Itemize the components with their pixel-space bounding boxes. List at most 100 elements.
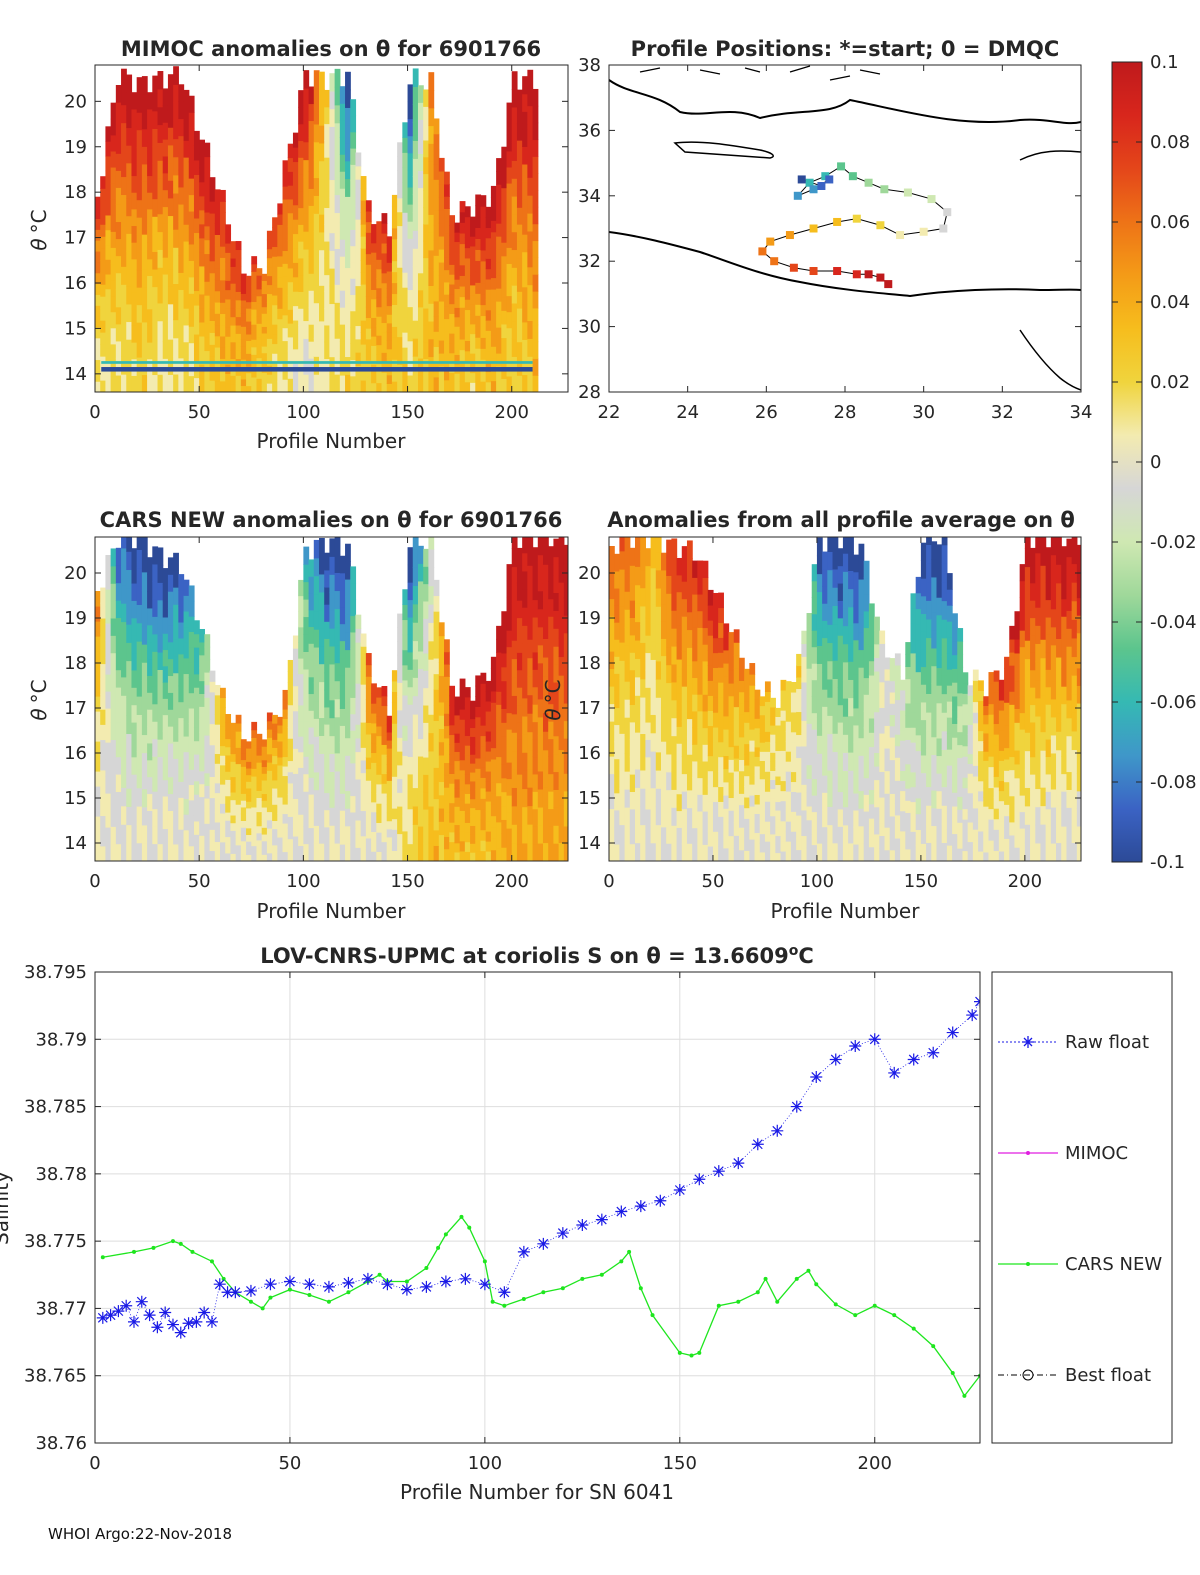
heatmap-cell bbox=[313, 356, 320, 375]
heatmap-cell bbox=[235, 274, 242, 284]
heatmap-cell bbox=[1071, 693, 1078, 713]
heatmap-cell bbox=[548, 703, 555, 722]
y-tick-label: 17 bbox=[64, 228, 87, 249]
heatmap-cell bbox=[386, 804, 393, 814]
heatmap-cell bbox=[355, 778, 362, 794]
heatmap-cell bbox=[251, 822, 258, 831]
heatmap-cell bbox=[402, 197, 409, 213]
heatmap-cell bbox=[256, 804, 263, 813]
heatmap-cell bbox=[141, 752, 148, 772]
heatmap-cell bbox=[785, 721, 792, 732]
heatmap-cell bbox=[183, 610, 190, 628]
heatmap-cell bbox=[100, 236, 107, 249]
heatmap-cell bbox=[95, 771, 101, 787]
heatmap-cell bbox=[173, 569, 179, 588]
heatmap-cell bbox=[634, 584, 641, 604]
heatmap-cell bbox=[853, 826, 860, 845]
heatmap-cell bbox=[100, 320, 107, 333]
heatmap-cell bbox=[115, 272, 122, 291]
heatmap-cell bbox=[692, 660, 698, 679]
heatmap-cell bbox=[162, 172, 169, 191]
heatmap-cell bbox=[193, 727, 200, 742]
heatmap-cell bbox=[749, 740, 756, 752]
heatmap-cell bbox=[225, 795, 232, 805]
heatmap-cell bbox=[105, 318, 112, 334]
heatmap-cell bbox=[910, 831, 917, 847]
heatmap-cell bbox=[1030, 756, 1036, 775]
heatmap-cell bbox=[957, 809, 964, 823]
heatmap-cell bbox=[126, 286, 133, 305]
heatmap-cell bbox=[339, 188, 346, 206]
heatmap-cell bbox=[360, 785, 367, 799]
heatmap-cell bbox=[167, 339, 174, 358]
heatmap-cell bbox=[501, 146, 508, 161]
heatmap-cell bbox=[131, 808, 138, 827]
heatmap-cell bbox=[391, 829, 398, 841]
heatmap-cell bbox=[126, 250, 133, 270]
heatmap-cell bbox=[147, 242, 153, 260]
heatmap-cell bbox=[292, 190, 299, 206]
heatmap-cell bbox=[522, 824, 528, 844]
heatmap-cell bbox=[764, 751, 771, 762]
heatmap-cell bbox=[858, 578, 865, 598]
heatmap-cell bbox=[475, 293, 482, 305]
y-tick-label: 38 bbox=[578, 55, 601, 76]
heatmap-cell bbox=[157, 739, 164, 758]
heatmap-cell bbox=[188, 112, 195, 130]
heatmap-cell bbox=[141, 234, 148, 253]
heatmap-cell bbox=[764, 701, 771, 712]
heatmap-cell bbox=[532, 616, 539, 635]
heatmap-cell bbox=[941, 637, 948, 657]
heatmap-cell bbox=[998, 689, 1005, 701]
heatmap-cell bbox=[770, 761, 776, 771]
heatmap-cell bbox=[173, 229, 179, 248]
heatmap-cell bbox=[936, 685, 943, 704]
heatmap-cell bbox=[214, 234, 221, 247]
heatmap-cell bbox=[619, 623, 626, 643]
heatmap-cell bbox=[355, 192, 362, 207]
heatmap-cell bbox=[522, 304, 528, 323]
heatmap-cell bbox=[282, 186, 289, 200]
heatmap-cell bbox=[537, 537, 544, 556]
heatmap-cell bbox=[147, 793, 153, 811]
heatmap-cell bbox=[952, 613, 958, 628]
heatmap-cell bbox=[842, 806, 849, 826]
heatmap-cell bbox=[470, 275, 476, 286]
heatmap-cell bbox=[256, 755, 263, 763]
heatmap-cell bbox=[183, 782, 190, 800]
heatmap-cell bbox=[313, 302, 320, 322]
heatmap-cell bbox=[936, 737, 943, 757]
heatmap-cell bbox=[313, 736, 320, 755]
heatmap-cell bbox=[428, 285, 435, 304]
heatmap-cell bbox=[496, 665, 502, 679]
heatmap-cell bbox=[272, 314, 278, 325]
heatmap-cell bbox=[738, 804, 745, 817]
heatmap-cell bbox=[967, 831, 974, 843]
heatmap-cell bbox=[634, 603, 641, 623]
heatmap-cell bbox=[261, 273, 268, 281]
heatmap-cell bbox=[214, 704, 221, 715]
heatmap-cell bbox=[121, 248, 127, 267]
heatmap-cell bbox=[329, 321, 336, 340]
heatmap-cell bbox=[522, 128, 528, 147]
heatmap-cell bbox=[131, 687, 138, 706]
heatmap-cell bbox=[827, 751, 834, 771]
heatmap-cell bbox=[417, 289, 424, 308]
heatmap-cell bbox=[350, 730, 357, 748]
heatmap-cell bbox=[329, 303, 336, 322]
heatmap-cell bbox=[121, 805, 127, 825]
heatmap-cell bbox=[121, 212, 127, 231]
heatmap-cell bbox=[277, 350, 284, 362]
heatmap-cell bbox=[449, 264, 456, 275]
heatmap-cell bbox=[193, 377, 200, 392]
heatmap-cell bbox=[738, 838, 745, 851]
heatmap-cell bbox=[100, 602, 107, 619]
heatmap-cell bbox=[496, 288, 502, 302]
heatmap-cell bbox=[157, 320, 164, 340]
heatmap-cell bbox=[470, 372, 476, 383]
heatmap-cell bbox=[459, 370, 466, 382]
heatmap-cell bbox=[671, 735, 678, 755]
heatmap-cell bbox=[1014, 611, 1021, 626]
heatmap-cell bbox=[334, 338, 341, 357]
heatmap-cell bbox=[532, 173, 539, 191]
